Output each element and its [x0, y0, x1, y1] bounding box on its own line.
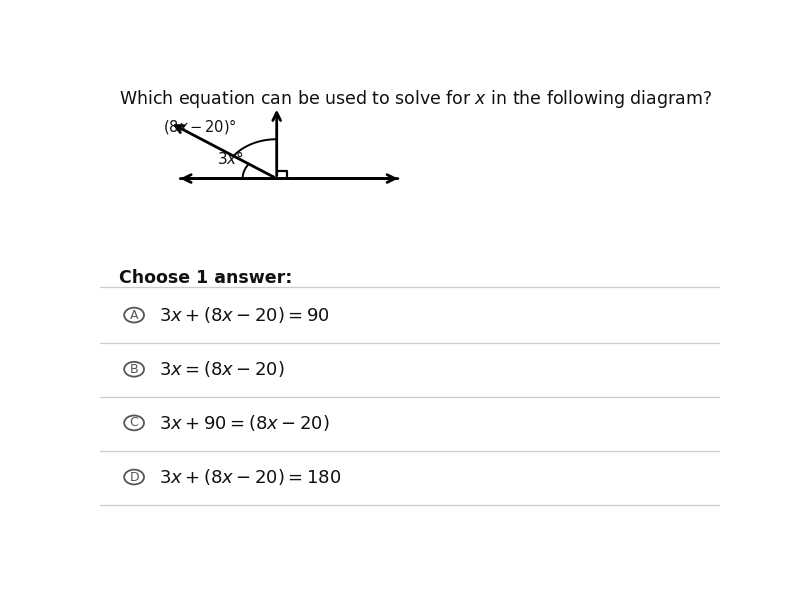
Circle shape	[124, 415, 144, 430]
Circle shape	[124, 469, 144, 484]
Text: A: A	[130, 308, 138, 322]
Text: C: C	[130, 416, 138, 429]
Text: $3x + (8x - 20) = 180$: $3x + (8x - 20) = 180$	[159, 467, 342, 487]
Circle shape	[124, 308, 144, 323]
Text: $(8x - 20)°$: $(8x - 20)°$	[162, 117, 237, 136]
Text: Choose 1 answer:: Choose 1 answer:	[118, 269, 292, 287]
Circle shape	[124, 362, 144, 377]
Text: Which equation can be used to solve for $x$ in the following diagram?: Which equation can be used to solve for …	[118, 88, 711, 111]
Text: D: D	[130, 471, 139, 484]
Text: $3x = (8x - 20)$: $3x = (8x - 20)$	[159, 359, 285, 379]
Text: B: B	[130, 363, 138, 376]
Text: $3x°$: $3x°$	[217, 150, 244, 167]
Text: $3x + (8x - 20) = 90$: $3x + (8x - 20) = 90$	[159, 305, 330, 325]
Text: $3x + 90 = (8x - 20)$: $3x + 90 = (8x - 20)$	[159, 413, 330, 433]
